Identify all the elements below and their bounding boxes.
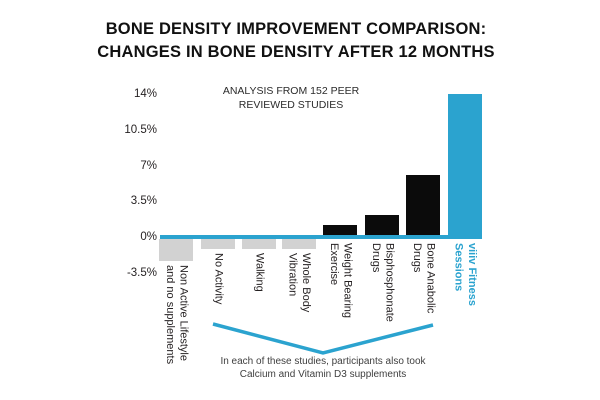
category-label-1: Non Active Lifestyle and no supplements bbox=[164, 265, 190, 365]
y-tick--3.5pct: -3.5% bbox=[126, 266, 157, 279]
bar-walking bbox=[241, 239, 276, 250]
bar-no-activity bbox=[200, 239, 235, 250]
category-label-2: No Activity bbox=[212, 253, 225, 305]
category-label-5: Weight Bearing Exercise bbox=[328, 243, 354, 319]
chart-title-line2: CHANGES IN BONE DENSITY AFTER 12 MONTHS bbox=[97, 43, 495, 61]
supplements-footnote-line1: In each of these studies, participants a… bbox=[220, 356, 426, 367]
zero-axis-line bbox=[160, 235, 482, 239]
category-label-4: Whole Body Vibration bbox=[286, 253, 313, 313]
bar-whole-body bbox=[281, 239, 316, 250]
studies-annotation-line1: ANALYSIS FROM 152 PEER bbox=[222, 85, 360, 97]
category-label-6: Bisphosphonate Drugs bbox=[370, 243, 396, 322]
chart-title: BONE DENSITY IMPROVEMENT COMPARISON: CHA… bbox=[0, 18, 592, 64]
studies-annotation-line2: REVIEWED STUDIES bbox=[238, 98, 344, 111]
y-tick-14pct: 14% bbox=[133, 88, 157, 101]
chart-title-line1: BONE DENSITY IMPROVEMENT COMPARISON: bbox=[105, 20, 487, 38]
bar-viiiv-fitness bbox=[447, 94, 482, 239]
bracket-line bbox=[212, 322, 434, 355]
bar-bone-anabolic bbox=[406, 174, 440, 235]
studies-annotation: ANALYSIS FROM 152 PEER REVIEWED STUDIES bbox=[223, 85, 359, 112]
y-tick-0pct: 0% bbox=[140, 231, 157, 243]
y-tick-3.5pct: 3.5% bbox=[130, 195, 157, 208]
bar-weight-bearing bbox=[323, 224, 357, 235]
bar-non-active-lifestyle bbox=[159, 239, 193, 262]
y-tick-7pct: 7% bbox=[140, 159, 157, 172]
category-label-8: viiiv Fitness Sessions bbox=[452, 243, 479, 306]
category-label-3: Walking bbox=[253, 253, 266, 292]
supplements-footnote-line2: Calcium and Vitamin D3 supplements bbox=[239, 369, 407, 380]
bar-bisphosphonate bbox=[365, 214, 399, 235]
category-label-7: Bone Anabolic Drugs bbox=[411, 243, 437, 314]
y-tick-10.5pct: 10.5% bbox=[124, 123, 157, 136]
supplements-footnote: In each of these studies, participants a… bbox=[220, 355, 425, 381]
